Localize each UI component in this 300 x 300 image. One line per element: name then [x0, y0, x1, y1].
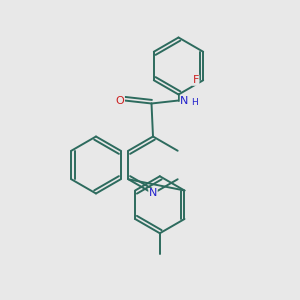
Text: O: O [116, 95, 124, 106]
Text: N: N [180, 95, 189, 106]
Text: F: F [193, 75, 199, 85]
Text: H: H [192, 98, 198, 107]
Text: N: N [149, 188, 157, 199]
